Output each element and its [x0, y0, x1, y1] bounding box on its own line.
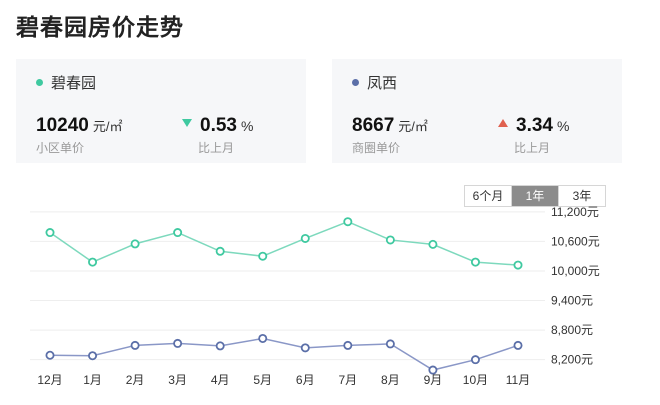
data-point [88, 257, 98, 267]
data-point [513, 260, 523, 270]
price-value: 10240 [36, 115, 89, 136]
arrow-up-icon [498, 119, 508, 127]
data-point [45, 350, 55, 360]
data-point [300, 343, 310, 353]
data-point [215, 341, 225, 351]
change-label: 比上月 [198, 141, 235, 155]
data-point [428, 365, 438, 375]
data-point [130, 340, 140, 350]
price-label: 商圈单价 [352, 141, 401, 155]
district-price-card: 凤西 8667 元/㎡ 商圈单价 3.34 % 比上月 [332, 59, 622, 163]
data-point [343, 340, 353, 350]
arrow-down-icon [182, 119, 192, 127]
price-label: 小区单价 [36, 141, 85, 155]
change-row: 0.53 % [182, 115, 253, 137]
data-point [513, 340, 523, 350]
y-tick-label: 11,200元 [551, 205, 599, 219]
card-header: 凤西 [352, 72, 397, 93]
card-header: 碧春园 [36, 72, 96, 93]
x-tick-label: 1月 [83, 373, 102, 387]
change-label: 比上月 [514, 141, 551, 155]
x-tick-label: 8月 [381, 373, 400, 387]
data-point [470, 257, 480, 267]
y-tick-label: 8,800元 [551, 323, 593, 337]
price-unit: 元/㎡ [398, 119, 428, 134]
change-value: 0.53 [200, 115, 237, 136]
price-value: 8667 [352, 115, 395, 136]
series-line-2 [49, 337, 519, 371]
series-dot-icon [36, 79, 43, 86]
y-tick-label: 8,200元 [551, 353, 593, 367]
x-tick-label: 12月 [37, 373, 62, 387]
data-point [130, 239, 140, 249]
change-unit: % [556, 118, 570, 134]
x-tick-label: 7月 [338, 373, 357, 387]
data-point [385, 235, 395, 245]
community-price-card: 碧春园 10240 元/㎡ 小区单价 0.53 % 比上月 [16, 59, 306, 163]
x-tick-label: 9月 [424, 373, 443, 387]
tab-6-months[interactable]: 6个月 [465, 186, 511, 206]
data-point [45, 228, 55, 238]
card-title: 凤西 [367, 75, 398, 92]
card-title: 碧春园 [51, 75, 97, 92]
x-tick-label: 6月 [296, 373, 315, 387]
data-point [215, 246, 225, 256]
data-point [385, 339, 395, 349]
x-tick-label: 11月 [506, 373, 530, 387]
y-tick-label: 9,400元 [551, 294, 593, 308]
tab-3-years[interactable]: 3年 [558, 186, 605, 206]
y-tick-label: 10,600元 [551, 234, 600, 248]
data-point [258, 333, 268, 343]
data-point [173, 338, 183, 348]
x-tick-label: 4月 [211, 373, 230, 387]
change-row: 3.34 % [498, 115, 569, 137]
price-row: 8667 元/㎡ [352, 115, 428, 137]
change-unit: % [240, 118, 254, 134]
x-tick-label: 10月 [463, 373, 488, 387]
x-tick-label: 5月 [253, 373, 272, 387]
x-tick-label: 2月 [126, 373, 145, 387]
price-unit: 元/㎡ [92, 119, 123, 134]
y-tick-label: 10,000元 [551, 264, 600, 278]
time-range-tabs: 6个月 1年 3年 [464, 185, 606, 207]
series-dot-icon [352, 79, 359, 86]
data-point [470, 355, 480, 365]
price-row: 10240 元/㎡ [36, 115, 122, 137]
page-title: 碧春园房价走势 [16, 14, 184, 40]
data-point [258, 251, 268, 261]
data-point [173, 228, 183, 238]
data-point [343, 217, 353, 227]
data-point [88, 351, 98, 361]
data-point [428, 239, 438, 249]
data-point [300, 233, 310, 243]
x-tick-label: 3月 [168, 373, 187, 387]
change-value: 3.34 [516, 115, 553, 136]
tab-1-year[interactable]: 1年 [511, 186, 558, 206]
series-line-1 [49, 220, 519, 266]
